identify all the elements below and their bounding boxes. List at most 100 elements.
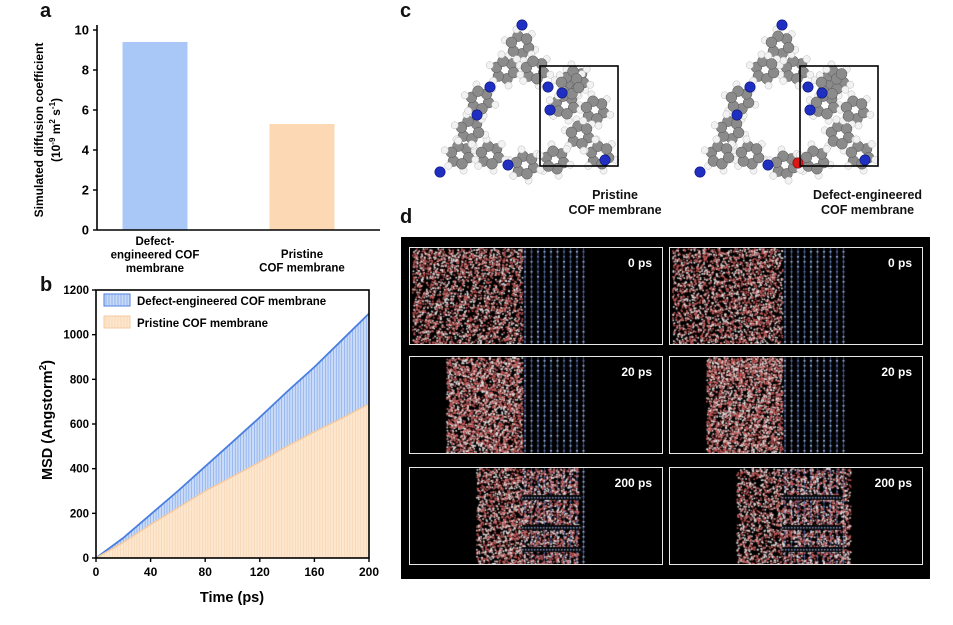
carbon-atom [520, 33, 533, 45]
bar [122, 42, 188, 230]
legend-label: Pristine COF membrane [137, 318, 268, 330]
x-tick-label: 80 [199, 565, 213, 579]
defect-structure-caption: Defect-engineered COF membrane [800, 188, 935, 218]
hydrogen-atom [822, 65, 831, 74]
hydrogen-atom [764, 81, 773, 90]
x-tick-label: 120 [250, 565, 270, 579]
x-tick-label: 200 [359, 565, 379, 579]
hydrogen-atom [852, 135, 861, 144]
snapshot-time-label: 0 ps [627, 256, 652, 270]
hydrogen-atom [710, 121, 719, 130]
hydrogen-atom [566, 160, 575, 169]
carbon-atom [472, 127, 485, 139]
snapshot-pristine-20ps: 20 ps [409, 356, 663, 454]
snapshot-time-label: 200 ps [614, 476, 652, 490]
hydrogen-atom [517, 145, 526, 154]
msd-area-chart: MSD (Angstorm2) Time (ps) 02004006008001… [38, 285, 379, 606]
hydrogen-atom [460, 91, 469, 100]
hydrogen-atom [822, 145, 831, 153]
hydrogen-atom [512, 55, 521, 63]
caption-line: Pristine [592, 188, 638, 202]
hydrogen-atom [471, 155, 480, 164]
hydrogen-atom [784, 176, 793, 185]
carbon-atom [821, 108, 833, 120]
carbon-atom [836, 138, 848, 150]
hydrogen-atom [866, 110, 875, 119]
carbon-atom [765, 58, 778, 70]
hydrogen-atom [440, 146, 449, 155]
carbon-atom [600, 143, 613, 155]
panel-label-a: a [40, 0, 52, 22]
nitrogen-atom [542, 81, 554, 93]
snapshot-time-label: 20 ps [881, 365, 912, 379]
nitrogen-atom [802, 81, 814, 93]
category-label: membrane [126, 263, 184, 275]
carbon-atom [826, 88, 838, 100]
carbon-atom [855, 98, 868, 110]
hydrogen-atom [871, 155, 880, 164]
y-tick-label: 2 [82, 183, 89, 198]
panel-label-c: c [400, 0, 412, 22]
carbon-atom [782, 42, 795, 54]
category-label: engineered COF [111, 250, 200, 262]
pristine-structure-caption: Pristine COF membrane [560, 188, 670, 218]
y-tick-label: 600 [70, 419, 89, 431]
carbon-atom [750, 143, 763, 155]
hydrogen-atom [841, 85, 850, 94]
hydrogen-atom [769, 172, 778, 180]
hydrogen-atom [545, 96, 554, 105]
hydrogen-atom [546, 70, 555, 79]
hydrogen-atom [832, 115, 841, 124]
defect-cof-structure [694, 19, 880, 185]
snapshot-time-label: 20 ps [621, 365, 652, 379]
carbon-atom [555, 76, 568, 88]
hydrogen-atom [712, 135, 721, 144]
hydrogen-atom [444, 162, 453, 170]
y-tick-label: 400 [70, 464, 89, 476]
carbon-atom [561, 108, 573, 120]
category-label: COF membrane [259, 263, 345, 275]
caption-line: COF membrane [820, 203, 915, 217]
y-tick-label: 10 [75, 23, 89, 38]
unit-cell-box [539, 65, 619, 167]
hydrogen-atom [450, 121, 459, 130]
diffusion-bar-chart: Simulated diffusion coefficient (10-9 m2… [32, 23, 380, 275]
carbon-atom [725, 91, 738, 103]
hydrogen-atom [509, 172, 518, 180]
nitrogen-atom [762, 159, 774, 171]
hydrogen-atom [745, 61, 754, 70]
msd-xlabel: Time (ps) [200, 590, 264, 606]
nitrogen-atom [694, 166, 706, 178]
hydrogen-atom [742, 135, 751, 144]
nitrogen-atom [434, 166, 446, 178]
panel-label-d: d [400, 206, 413, 228]
carbon-atom [800, 151, 813, 163]
carbon-atom [472, 85, 484, 97]
series-line-pristine [95, 403, 370, 559]
nitrogen-atom [544, 104, 556, 116]
nitrogen-atom [471, 109, 483, 121]
nitrogen-atom [502, 159, 514, 171]
carbon-atom [732, 127, 745, 139]
legend-swatch [103, 293, 131, 307]
hydrogen-atom [504, 81, 513, 90]
hydrogen-atom [485, 61, 494, 70]
hydrogen-atom [464, 107, 473, 115]
carbon-atom [722, 152, 735, 164]
series-line-defect [95, 312, 370, 559]
category-label: Pristine [281, 249, 323, 261]
snapshot-pristine-200ps: 200 ps [409, 467, 663, 565]
hydrogen-atom [519, 77, 528, 85]
carbon-atom [475, 146, 488, 158]
hydrogen-atom [497, 50, 506, 59]
nitrogen-atom [744, 81, 756, 93]
carbon-atom [835, 68, 848, 80]
unit-cell-box [799, 65, 879, 167]
hydrogen-atom [722, 110, 731, 119]
hydrogen-atom [867, 140, 876, 148]
hydrogen-atom [467, 140, 476, 148]
carbon-atom [580, 123, 593, 135]
hydrogen-atom [854, 121, 863, 130]
hydrogen-atom [497, 140, 506, 148]
carbon-atom [842, 110, 855, 122]
